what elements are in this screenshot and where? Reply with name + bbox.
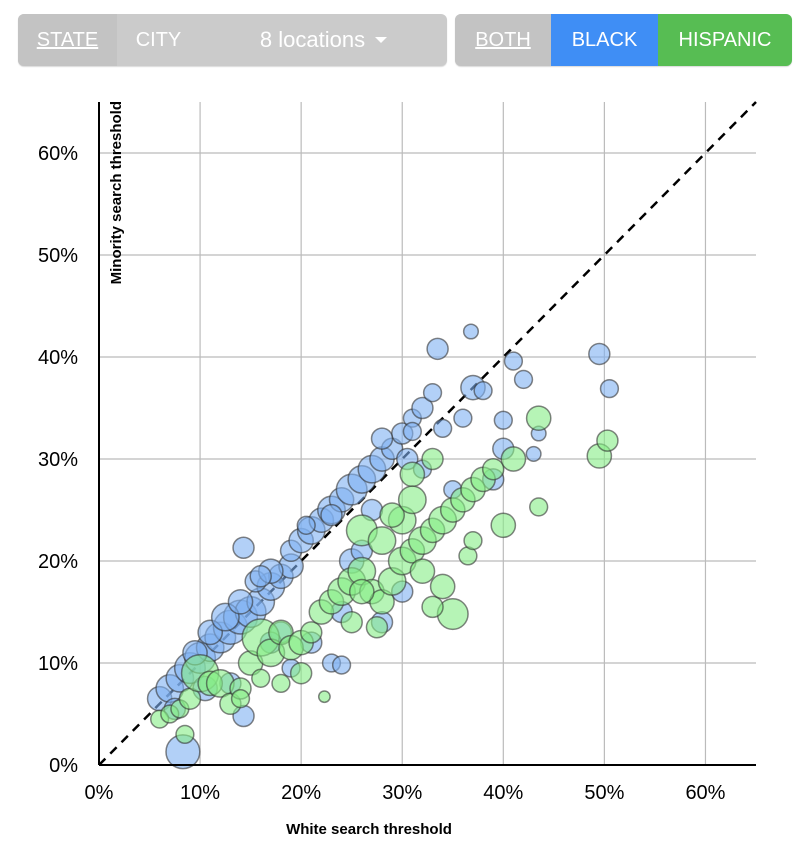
hispanic-data-point xyxy=(529,497,549,517)
black-data-point xyxy=(503,351,524,371)
black-data-point xyxy=(320,503,343,527)
black-data-point xyxy=(433,418,453,439)
hispanic-data-point xyxy=(397,485,427,515)
black-data-point xyxy=(426,337,449,361)
hispanic-data-point xyxy=(463,530,483,551)
black-data-point xyxy=(232,536,255,559)
y-tick-label: 10% xyxy=(38,653,78,675)
hispanic-data-point xyxy=(175,724,195,745)
hispanic-data-point xyxy=(317,690,331,704)
race-toggle-group: BOTH BLACK HISPANIC xyxy=(455,14,792,66)
both-button[interactable]: BOTH xyxy=(455,14,551,66)
city-button[interactable]: CITY xyxy=(135,28,182,51)
hispanic-data-point xyxy=(429,573,456,600)
hispanic-data-point xyxy=(379,502,405,528)
hispanic-data-point xyxy=(490,512,517,539)
black-data-point xyxy=(473,381,493,401)
caret-down-icon xyxy=(375,37,388,43)
hispanic-data-point xyxy=(596,429,619,452)
reference-line xyxy=(98,101,757,766)
hispanic-data-point xyxy=(481,457,505,481)
hispanic-data-point xyxy=(271,673,291,694)
black-data-point xyxy=(331,655,352,675)
hispanic-data-point xyxy=(365,616,389,639)
black-data-point xyxy=(453,408,473,428)
hispanic-data-point xyxy=(421,595,444,619)
x-tick-label: 40% xyxy=(483,782,523,804)
hispanic-data-point xyxy=(251,668,271,688)
black-data-point xyxy=(411,396,434,420)
y-tick-label: 30% xyxy=(38,449,78,471)
hispanic-data-point xyxy=(340,610,363,634)
hispanic-data-point xyxy=(367,526,397,556)
x-axis-label: White search threshold xyxy=(286,821,452,838)
x-tick-label: 10% xyxy=(180,782,220,804)
hispanic-data-point xyxy=(230,689,251,709)
locations-dropdown[interactable]: 8 locations xyxy=(200,14,447,66)
hispanic-data-point xyxy=(500,446,527,472)
hispanic-data-point xyxy=(348,578,375,605)
black-data-point xyxy=(227,588,254,615)
black-data-point xyxy=(249,565,272,588)
y-axis-label: Minority search threshold xyxy=(108,101,125,284)
hispanic-data-point xyxy=(421,447,444,471)
hispanic-data-point xyxy=(399,461,426,488)
black-data-point xyxy=(599,378,620,399)
x-tick-label: 50% xyxy=(584,782,624,804)
hispanic-data-point xyxy=(289,661,313,685)
hispanic-button[interactable]: HISPANIC xyxy=(658,14,792,66)
x-tick-label: 0% xyxy=(85,782,114,804)
black-data-point xyxy=(402,421,422,442)
geography-toggle-group: STATE CITY 8 locations xyxy=(18,14,447,66)
black-data-point xyxy=(462,323,480,340)
hispanic-data-point xyxy=(409,558,436,585)
black-data-point xyxy=(296,515,316,535)
state-button[interactable]: STATE xyxy=(18,14,117,66)
locations-dropdown-label: 8 locations xyxy=(259,27,366,52)
y-tick-label: 0% xyxy=(49,755,78,777)
black-data-point xyxy=(513,369,534,390)
black-data-point xyxy=(588,342,611,366)
hispanic-data-point xyxy=(525,405,552,432)
y-tick-label: 20% xyxy=(38,551,78,573)
y-tick-label: 60% xyxy=(38,143,78,165)
y-tick-label: 40% xyxy=(38,347,78,369)
black-data-point xyxy=(370,427,394,450)
y-tick-label: 50% xyxy=(38,245,78,267)
x-tick-label: 20% xyxy=(281,782,321,804)
x-tick-label: 30% xyxy=(382,782,422,804)
black-data-point xyxy=(493,410,513,430)
black-button[interactable]: BLACK xyxy=(551,14,658,66)
black-data-point xyxy=(422,383,443,403)
hispanic-data-point xyxy=(300,621,323,644)
black-data-point xyxy=(525,445,542,462)
x-tick-label: 60% xyxy=(685,782,725,804)
